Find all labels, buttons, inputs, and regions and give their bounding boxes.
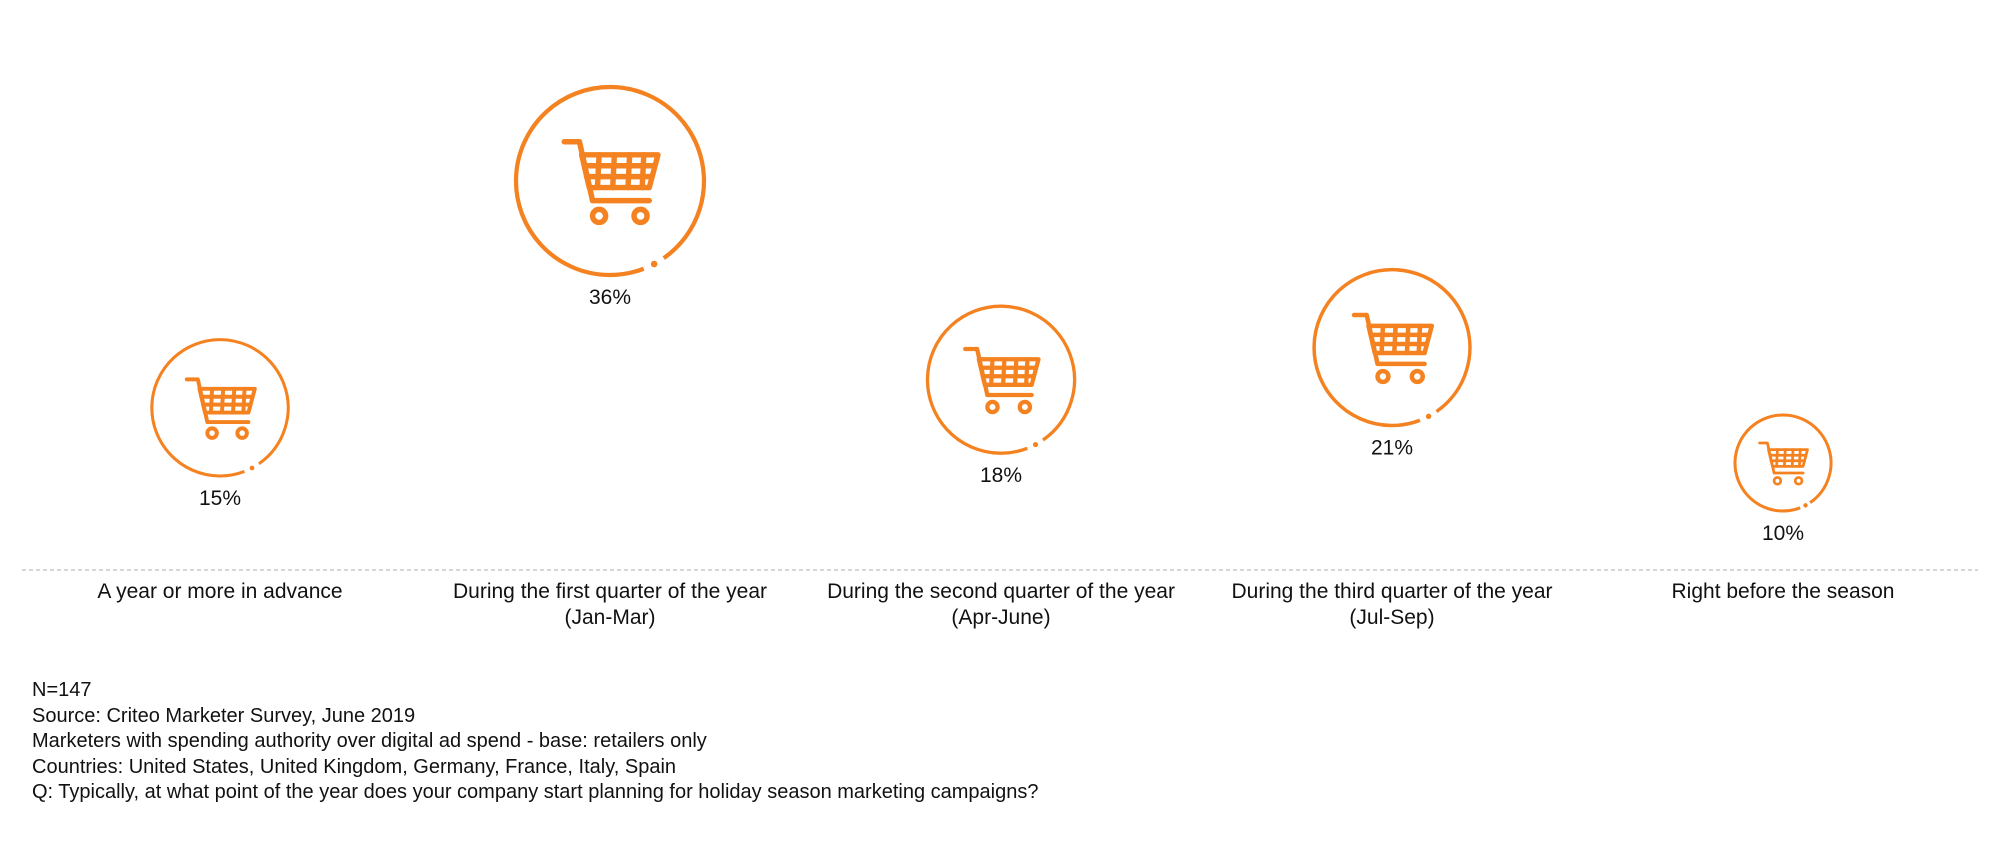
category-label-line: During the third quarter of the year [1231,580,1552,603]
category-label-2: During the first quarter of the year (Jan… [453,580,767,629]
bubble-group: 15% 36% 18% 21% 10% [150,84,1833,545]
category-label-4: During the third quarter of the year (Jul… [1231,580,1552,629]
bubble-ring [150,338,290,478]
bubble-ring-dot [1803,503,1808,508]
category-label-5: Right before the season [1672,580,1895,603]
value-label: 15% [199,487,241,510]
bubble-1: 15% [150,338,290,510]
shopping-cart-icon [1351,312,1435,385]
shopping-cart-icon [963,346,1041,415]
bubble-ring [1733,413,1833,513]
footnote-source: Source: Criteo Marketer Survey, June 201… [32,704,416,727]
bubble-3: 18% [925,304,1077,487]
value-label: 21% [1371,436,1413,459]
shopping-cart-icon [561,139,661,226]
bubble-2: 36% [513,84,707,309]
category-label-line: Right before the season [1672,580,1895,603]
category-label-3: During the second quarter of the year (Ap… [827,580,1175,629]
category-label-line: (Jan-Mar) [564,606,655,629]
bubble-ring-dot [650,260,658,268]
bubble-ring-dot [1425,413,1432,420]
category-label-line: (Jul-Sep) [1349,606,1434,629]
shopping-cart-icon [1758,441,1809,486]
footnote-countries: Countries: United States, United Kingdom… [32,755,677,778]
bubble-ring [513,84,707,278]
category-label-line: During the second quarter of the year [827,580,1175,603]
footnote-question: Q: Typically, at what point of the year … [32,781,1039,803]
category-labels: A year or more in advance During the firs… [97,580,1894,629]
value-label: 18% [980,464,1022,487]
category-label-line: During the first quarter of the year [453,580,767,603]
category-label-line: (Apr-June) [951,606,1050,629]
value-label: 10% [1762,522,1804,545]
footnote-base: Marketers with spending authority over d… [32,730,707,752]
category-label-1: A year or more in advance [97,580,342,603]
bubble-ring-dot [1032,442,1039,448]
bubble-4: 21% [1312,267,1472,459]
chart-footnotes: N=147 Source: Criteo Marketer Survey, Ju… [32,678,1038,806]
bubble-5: 10% [1733,413,1833,545]
value-label: 36% [589,286,631,309]
bubble-ring-dot [249,465,255,471]
category-label-line: A year or more in advance [97,580,342,603]
bubble-ring [1312,267,1472,428]
bubble-ring [925,304,1077,455]
footnote-sample-size: N=147 [32,679,92,701]
shopping-cart-icon [184,377,257,440]
